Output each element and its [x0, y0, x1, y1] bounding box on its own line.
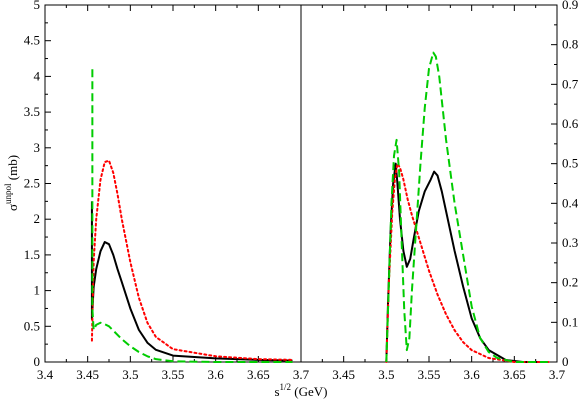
left-series-dotted-line [90, 159, 294, 361]
y-axis-label-base: σ [5, 204, 20, 211]
left-y-tick-label: 0 [34, 354, 41, 369]
right-y-tick-label: 0.5 [562, 156, 578, 171]
left-y-tick-label: 2 [34, 211, 41, 226]
left-plot-frame [44, 4, 302, 363]
right-y-tick-label: 0.3 [562, 235, 578, 250]
left-x-tick-label: 3.55 [162, 367, 185, 382]
right-y-tick-label: 0.1 [562, 314, 578, 329]
left-panel: 3.4 3.45 3.5 3.55 3.6 3.65 3.700.511.522.533.5… [24, 0, 310, 382]
left-x-tick-label: 3.7 [293, 367, 310, 382]
x-axis-label-sup: 1/2 [280, 382, 292, 392]
right-y-tick-label: 0 [562, 354, 569, 369]
left-x-tick-label: 3.6 [208, 367, 225, 382]
left-x-tick-label: 3.5 [122, 367, 138, 382]
right-y-tick-label: 0.8 [562, 37, 578, 52]
right-panel: 3.45 3.5 3.55 3.6 3.65 3.70 0.1 0.2 0.3 0.4 0.5 0.6… [300, 0, 578, 382]
left-y-tick-label: 3 [34, 140, 41, 155]
left-y-tick-label: 1 [34, 283, 41, 298]
right-y-tick-label: 0.7 [562, 76, 578, 91]
right-x-tick-label: 3.65 [503, 367, 526, 382]
left-y-tick-label: 4 [34, 68, 41, 83]
right-x-tick-label: 3.55 [418, 367, 441, 382]
right-y-tick-label: 0.2 [562, 275, 578, 290]
right-y-tick-label: 0.6 [562, 116, 578, 131]
y-axis-label-unit: (mb) [5, 155, 20, 184]
right-y-tick-label: 0.4 [562, 195, 578, 210]
x-axis-label: s1/2 (GeV) [274, 382, 327, 399]
left-x-tick-label: 3.4 [37, 367, 54, 382]
axis-labels: σunpol (mb) s1/2 (GeV) [3, 155, 328, 399]
right-series-dotted-line [385, 162, 550, 363]
left-y-tick-label: 1.5 [24, 247, 40, 262]
y-axis-label: σunpol (mb) [3, 155, 20, 211]
x-axis-label-unit: (GeV) [291, 384, 327, 399]
x-axis-label-base: s [274, 384, 279, 399]
right-x-tick-label: 3.5 [378, 367, 394, 382]
left-x-tick-label: 3.45 [76, 367, 99, 382]
left-y-tick-label: 4.5 [24, 33, 40, 48]
right-x-tick-label: 3.7 [549, 367, 566, 382]
left-y-tick-label: 2.5 [24, 176, 40, 191]
y-axis-label-sup: unpol [3, 183, 13, 204]
left-series-dashed-line [91, 69, 293, 363]
left-series-solid-line [90, 201, 293, 362]
right-y-tick-label: 0.9 [562, 0, 578, 12]
left-y-tick-label: 5 [34, 0, 41, 12]
left-x-tick-label: 3.65 [247, 367, 270, 382]
left-y-tick-label: 3.5 [24, 104, 40, 119]
left-y-tick-label: 0.5 [24, 318, 40, 333]
right-x-tick-label: 3.6 [464, 367, 481, 382]
right-x-tick-label: 3.45 [332, 367, 355, 382]
